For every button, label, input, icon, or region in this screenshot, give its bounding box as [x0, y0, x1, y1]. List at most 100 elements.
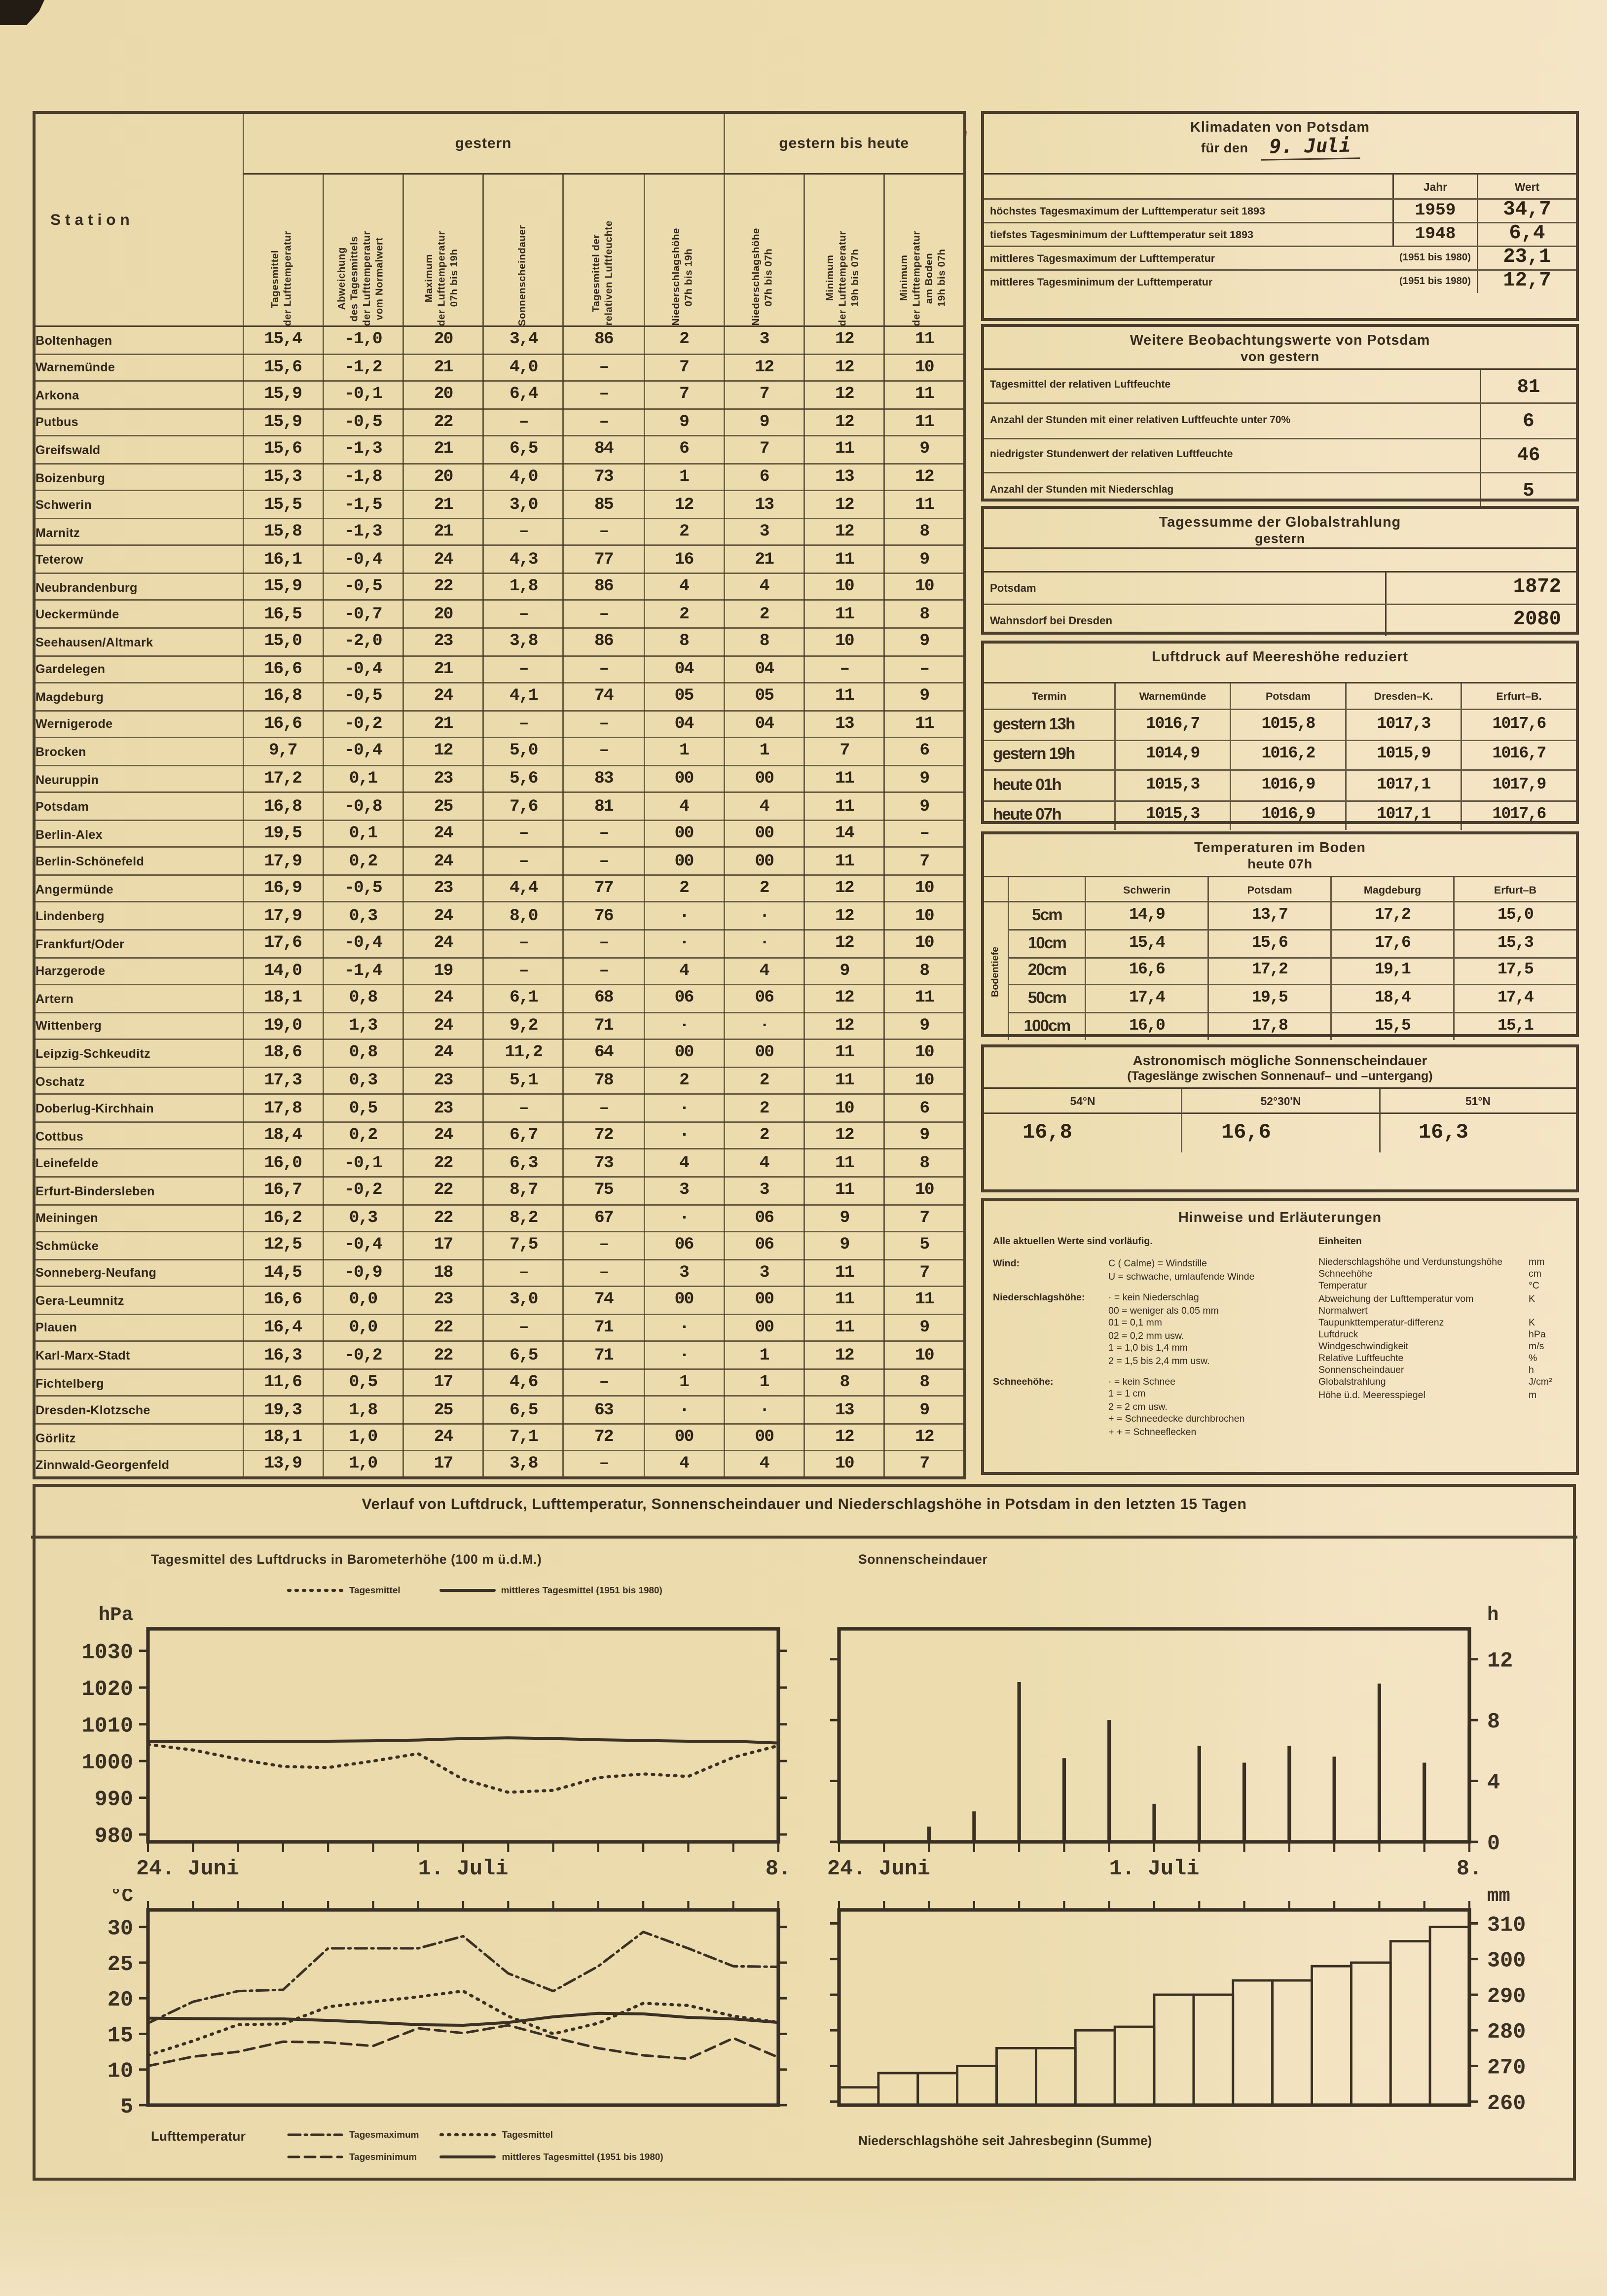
station-value: 11 [883, 1286, 966, 1315]
unit-label: Sonnenscheindauer [1318, 1365, 1404, 1376]
pressure-value: 1016,7 [1461, 740, 1576, 771]
station-value: 24 [402, 929, 484, 958]
y-tick-label: 1010 [82, 1715, 133, 1739]
station-value: 76 [563, 901, 645, 931]
station-value: -2,0 [322, 627, 404, 656]
station-value: 1 [723, 737, 805, 766]
station-value: 6,5 [482, 1396, 565, 1425]
beobachtung-row: niedrigster Stundenwert der relativen Lu… [984, 439, 1576, 474]
station-value: 17,6 [242, 929, 324, 958]
station-value: 2 [723, 874, 805, 903]
col-header: Minimum der Lufttemperatur 19h bis 07h [804, 173, 885, 327]
station-value: 11,6 [242, 1368, 324, 1397]
pressure-legend: Tagesmittel mittleres Tagesmittel (1951 b… [287, 1584, 662, 1596]
station-value: 5,0 [482, 737, 565, 766]
station-value: 7 [883, 1203, 966, 1233]
table-row: Fichtelberg 11,6 0,5 17 4,6–1 1 8 8 [33, 1368, 966, 1397]
legend-group: Niederschlagshöhe: · = kein Niederschlag 0… [993, 1293, 1307, 1368]
station-value: 71 [563, 1340, 645, 1370]
station-value: -0,4 [322, 654, 404, 684]
station-value: 9 [643, 407, 725, 437]
series-dashed [146, 2024, 780, 2068]
station-value: 10 [883, 1340, 966, 1370]
table-row: Doberlug-Kirchhain 17,8 0,5 23– – · 2 10 6 [33, 1093, 966, 1123]
legend-group: Wind: C ( Calme) = Windstille U = schwache… [993, 1259, 1307, 1285]
legend-label: Tagesminimum [349, 2152, 417, 2162]
station-value: -1,5 [322, 490, 404, 519]
klimadaten-row: höchstes Tagesmaximum der Lufttemperatur… [984, 200, 1576, 223]
station-value: 0,8 [322, 984, 404, 1013]
astro-box: Astronomisch mögliche Sonnenscheindauer … [981, 1044, 1579, 1192]
legend-term: Schneehöhe: [993, 1377, 1054, 1388]
station-name: Erfurt-Bindersleben [33, 1176, 244, 1205]
legend-line: 2 = 2 cm usw. [1108, 1402, 1168, 1413]
station-value: 21 [402, 353, 484, 382]
legend-term: Wind: [993, 1259, 1020, 1270]
station-value: 23 [402, 874, 484, 903]
station-value: 10 [804, 627, 885, 656]
soil-temp-value: 17,4 [1085, 986, 1207, 1014]
station-value: 9,7 [242, 737, 324, 766]
legend-line: 2 = 1,5 bis 2,4 mm usw. [1108, 1356, 1210, 1366]
station-name: Boizenburg [33, 463, 244, 492]
station-value: 10 [804, 1450, 885, 1479]
station-value: 10 [883, 1039, 966, 1068]
station-name: Teterow [33, 545, 244, 574]
y-tick-label: 290 [1487, 1985, 1526, 2009]
termin-label: gestern 13h [984, 710, 1114, 741]
station-value: 18,6 [242, 1039, 324, 1068]
station-value: · [643, 1093, 725, 1123]
column-header: Potsdam [1230, 683, 1345, 710]
row-value: 2080 [1385, 605, 1576, 636]
table-row: Görlitz 18,1 1,0 24 7,1 72 00 00 12 12 [33, 1423, 966, 1452]
station-value: 11 [883, 325, 966, 355]
row-value: 5 [1480, 473, 1576, 507]
unit-value: m/s [1529, 1342, 1544, 1352]
station-name: Brocken [33, 737, 244, 766]
station-value: 86 [563, 572, 645, 602]
station-value: · [643, 1011, 725, 1040]
station-value: -1,8 [322, 463, 404, 492]
unit-label: Globalstrahlung [1318, 1378, 1386, 1389]
legend-line: + + = Schneeflecken [1108, 1427, 1197, 1438]
station-value: 18 [402, 1258, 484, 1288]
station-value: 00 [723, 1039, 805, 1068]
precip-step [1034, 2046, 1077, 2107]
station-value: 0,3 [322, 1203, 404, 1233]
pressure-value: 1017,3 [1345, 710, 1461, 741]
klimadaten-fuer-den: für den [1201, 141, 1248, 155]
station-value: – [804, 654, 885, 684]
soil-temp-value: 15,6 [1207, 930, 1330, 958]
station-name: Wernigerode [33, 710, 244, 739]
column-header: Termin [984, 683, 1114, 710]
precip-caption: Niederschlagshöhe seit Jahresbeginn (Sum… [858, 2133, 1152, 2148]
table-row: Boizenburg 15,3 -1,8 20 4,0 73 1 6 13 12 [33, 463, 966, 492]
station-value: 3,0 [482, 1286, 565, 1315]
station-value: -0,5 [322, 407, 404, 437]
wert-value: 34,7 [1477, 200, 1576, 222]
corner-empty [1008, 877, 1085, 902]
station-value: 18,1 [242, 984, 324, 1013]
station-value: 12 [804, 984, 885, 1013]
station-value: 23 [402, 1066, 484, 1095]
x-axis-label: 8. [766, 1857, 791, 1881]
station-value: 10 [883, 874, 966, 903]
table-row: Boltenhagen 15,4 -1,0 20 3,4 86 2 3 12 11 [33, 325, 966, 355]
station-value: 11 [804, 1313, 885, 1342]
station-value: 23 [402, 764, 484, 793]
unit-label: Relative Luftfeuchte [1318, 1354, 1404, 1364]
legend-line: · = kein Schnee [1108, 1377, 1176, 1388]
station-name: Plauen [33, 1313, 244, 1342]
row-label: tiefstes Tagesminimum der Lufttemperatur… [990, 228, 1254, 241]
table-row: Neuruppin 17,2 0,1 23 5,6 83 00 00 11 9 [33, 764, 966, 793]
legend-term: Niederschlagshöhe: [993, 1293, 1085, 1304]
legend-item: Tagesminimum [287, 2151, 419, 2163]
unit-value: K [1529, 1293, 1535, 1304]
klimadaten-rows: höchstes Tagesmaximum der Lufttemperatur… [984, 200, 1576, 293]
row-value: 46 [1480, 439, 1576, 472]
station-value: 16,1 [242, 545, 324, 574]
klimadaten-date: 9. Juli [1260, 135, 1359, 161]
astro-subtitle: (Tageslänge zwischen Sonnenauf– und –unt… [984, 1068, 1576, 1089]
row-value: 6 [1480, 404, 1576, 438]
station-value: 19,3 [242, 1396, 324, 1425]
